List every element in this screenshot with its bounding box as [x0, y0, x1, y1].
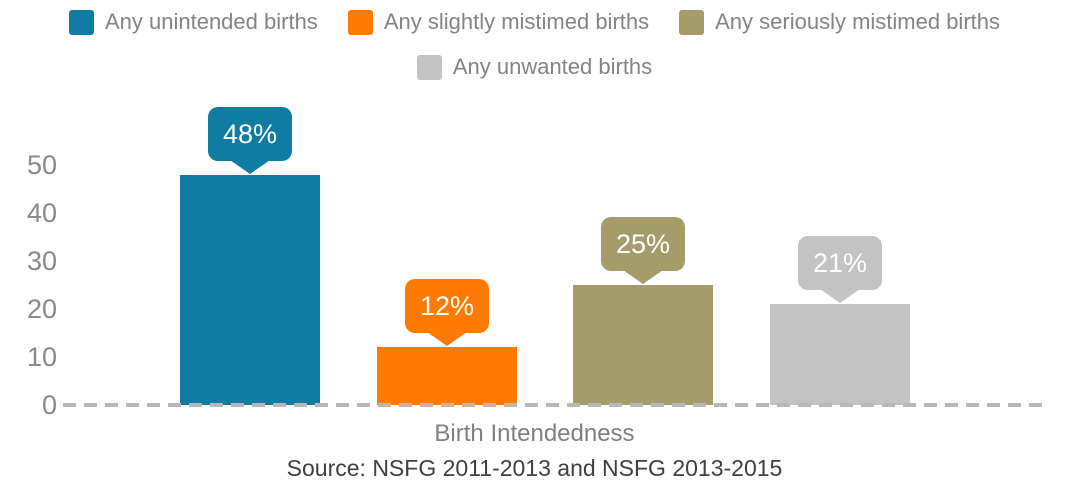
source-note: Source: NSFG 2011-2013 and NSFG 2013-201…: [286, 455, 783, 481]
legend-row-1: Any unintended births Any slightly misti…: [0, 9, 1069, 35]
bar-unintended: [180, 174, 320, 405]
bar-value-label: 48%: [222, 118, 278, 149]
callout-tail: [230, 159, 270, 174]
y-tick-label: 20: [26, 294, 57, 324]
bar-slightly-mistimed: [377, 347, 517, 405]
callout-unwanted: 21%: [798, 236, 882, 304]
callout-bubble: 25%: [601, 217, 685, 271]
legend-label-slightly-mistimed: Any slightly mistimed births: [383, 9, 650, 34]
bar-unwanted: [770, 304, 910, 405]
callout-unintended: 48%: [208, 106, 292, 174]
callout-bubble: 48%: [208, 106, 292, 161]
legend-label-unintended: Any unintended births: [104, 9, 318, 34]
bar-value-label: 12%: [419, 291, 475, 322]
callout-bubble: 21%: [798, 236, 882, 291]
legend-item-unintended: Any unintended births: [68, 9, 318, 35]
y-tick-label: 10: [26, 342, 57, 372]
legend-swatch-unintended: [68, 9, 94, 35]
legend-swatch-seriously-mistimed: [679, 9, 705, 35]
legend-swatch-unwanted: [416, 54, 442, 80]
legend-label-seriously-mistimed: Any seriously mistimed births: [715, 9, 1000, 34]
bar-value-label: 25%: [615, 229, 671, 259]
legend-item-seriously-mistimed: Any seriously mistimed births: [679, 9, 1000, 35]
legend-swatch-slightly-mistimed: [347, 9, 373, 35]
callout-seriously-mistimed: 25%: [601, 217, 685, 284]
bar-value-label: 21%: [812, 248, 868, 279]
legend-label-unwanted: Any unwanted births: [452, 54, 653, 79]
callout-bubble: 12%: [405, 279, 489, 334]
y-tick-label: 50: [26, 150, 57, 180]
legend-item-slightly-mistimed: Any slightly mistimed births: [347, 9, 650, 35]
callout-tail: [427, 332, 467, 347]
callout-tail: [623, 270, 663, 284]
callout-tail: [820, 289, 860, 304]
zero-baseline-dashed: [63, 403, 1047, 407]
bar-seriously-mistimed: [573, 285, 713, 405]
legend-item-unwanted: Any unwanted births: [416, 54, 653, 80]
y-tick-label: 0: [41, 390, 57, 420]
y-tick-label: 40: [26, 198, 57, 228]
legend-row-2: Any unwanted births: [0, 54, 1069, 80]
callout-slightly-mistimed: 12%: [405, 279, 489, 347]
y-tick-label: 30: [26, 246, 57, 276]
x-axis-title: Birth Intendedness: [434, 420, 635, 447]
